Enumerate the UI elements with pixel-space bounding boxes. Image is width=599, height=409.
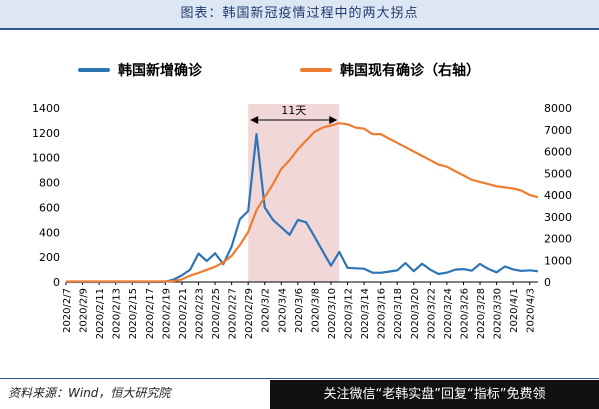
x-tick-label-20: 2020/3/18 — [393, 288, 404, 339]
y-left-tick-label-6: 1200 — [32, 127, 60, 140]
y-right-tick-label-7: 7000 — [544, 124, 572, 137]
x-tick-label-13: 2020/3/4 — [277, 288, 288, 333]
annotation-arrow-left — [250, 116, 259, 124]
x-tick-label-3: 2020/2/13 — [112, 288, 123, 339]
y-right-tick-label-6: 6000 — [544, 146, 572, 159]
footer-rule — [0, 378, 599, 379]
x-tick-label-19: 2020/3/16 — [377, 288, 388, 339]
y-right-tick-label-4: 4000 — [544, 189, 572, 202]
x-tick-label-7: 2020/2/21 — [178, 288, 189, 339]
x-tick-label-21: 2020/3/20 — [410, 288, 421, 339]
x-tick-label-2: 2020/2/11 — [95, 288, 106, 339]
x-tick-label-26: 2020/3/30 — [493, 288, 504, 339]
title-rule — [0, 28, 599, 30]
legend-swatch-active — [300, 68, 332, 72]
y-left-tick-label-7: 1400 — [32, 102, 60, 115]
wechat-banner: 关注微信“老韩实盘”回复“指标”免费领 — [270, 380, 599, 409]
y-right-tick-label-1: 1000 — [544, 254, 572, 267]
y-left-tick-label-4: 800 — [39, 177, 60, 190]
annotation-label: 11天 — [281, 104, 306, 117]
x-tick-label-12: 2020/3/2 — [261, 288, 272, 333]
y-right-tick-label-3: 3000 — [544, 211, 572, 224]
x-tick-label-1: 2020/2/9 — [79, 288, 90, 333]
x-tick-label-27: 2020/4/1 — [509, 288, 520, 333]
x-tick-label-6: 2020/2/19 — [161, 288, 172, 339]
y-right-tick-label-0: 0 — [544, 276, 551, 289]
x-tick-label-9: 2020/2/25 — [211, 288, 222, 339]
chart-title: 图表：韩国新冠疫情过程中的两大拐点 — [0, 0, 599, 28]
y-left-tick-label-3: 600 — [39, 201, 60, 214]
x-tick-label-16: 2020/3/10 — [327, 288, 338, 339]
x-tick-label-11: 2020/2/29 — [244, 288, 255, 339]
legend-item-new: 韩国新增确诊 — [78, 60, 202, 80]
y-right-tick-label-8: 8000 — [544, 102, 572, 115]
y-left-tick-label-2: 400 — [39, 226, 60, 239]
chart-canvas: 11天 0 200 400 600 800 1000 1200 1400 0 1000 2000 300… — [32, 102, 572, 339]
x-tick-label-22: 2020/3/22 — [426, 288, 437, 339]
x-tick-label-4: 2020/2/15 — [128, 288, 139, 339]
x-tick-label-8: 2020/2/23 — [194, 288, 205, 339]
x-tick-label-14: 2020/3/6 — [294, 288, 305, 333]
y-left-tick-label-1: 200 — [39, 251, 60, 264]
series-line-1 — [66, 122, 539, 283]
y-left-tick-label-5: 1000 — [32, 152, 60, 165]
legend-item-active: 韩国现有确诊（右轴） — [300, 60, 480, 80]
x-tick-label-23: 2020/3/24 — [443, 288, 454, 339]
source-note: 资料来源：Wind，恒大研究院 — [8, 386, 171, 400]
legend-swatch-new — [78, 68, 110, 72]
x-tick-label-25: 2020/3/28 — [476, 288, 487, 339]
x-tick-label-0: 2020/2/7 — [62, 288, 73, 333]
x-tick-label-18: 2020/3/14 — [360, 288, 371, 339]
y-right-tick-label-5: 5000 — [544, 167, 572, 180]
x-tick-label-5: 2020/2/17 — [145, 288, 156, 339]
legend: 韩国新增确诊 韩国现有确诊（右轴） — [0, 60, 599, 82]
x-tick-label-28: 2020/4/3 — [526, 288, 537, 333]
legend-label-active: 韩国现有确诊（右轴） — [340, 63, 480, 79]
annotation-arrow-right — [329, 116, 338, 124]
y-left-tick-label-0: 0 — [53, 276, 60, 289]
x-tick-label-24: 2020/3/26 — [459, 288, 470, 339]
y-right-tick-label-2: 2000 — [544, 233, 572, 246]
legend-label-new: 韩国新增确诊 — [118, 63, 202, 79]
x-tick-label-17: 2020/3/12 — [344, 288, 355, 339]
x-tick-label-10: 2020/2/27 — [228, 288, 239, 339]
x-tick-label-15: 2020/3/8 — [310, 288, 321, 333]
